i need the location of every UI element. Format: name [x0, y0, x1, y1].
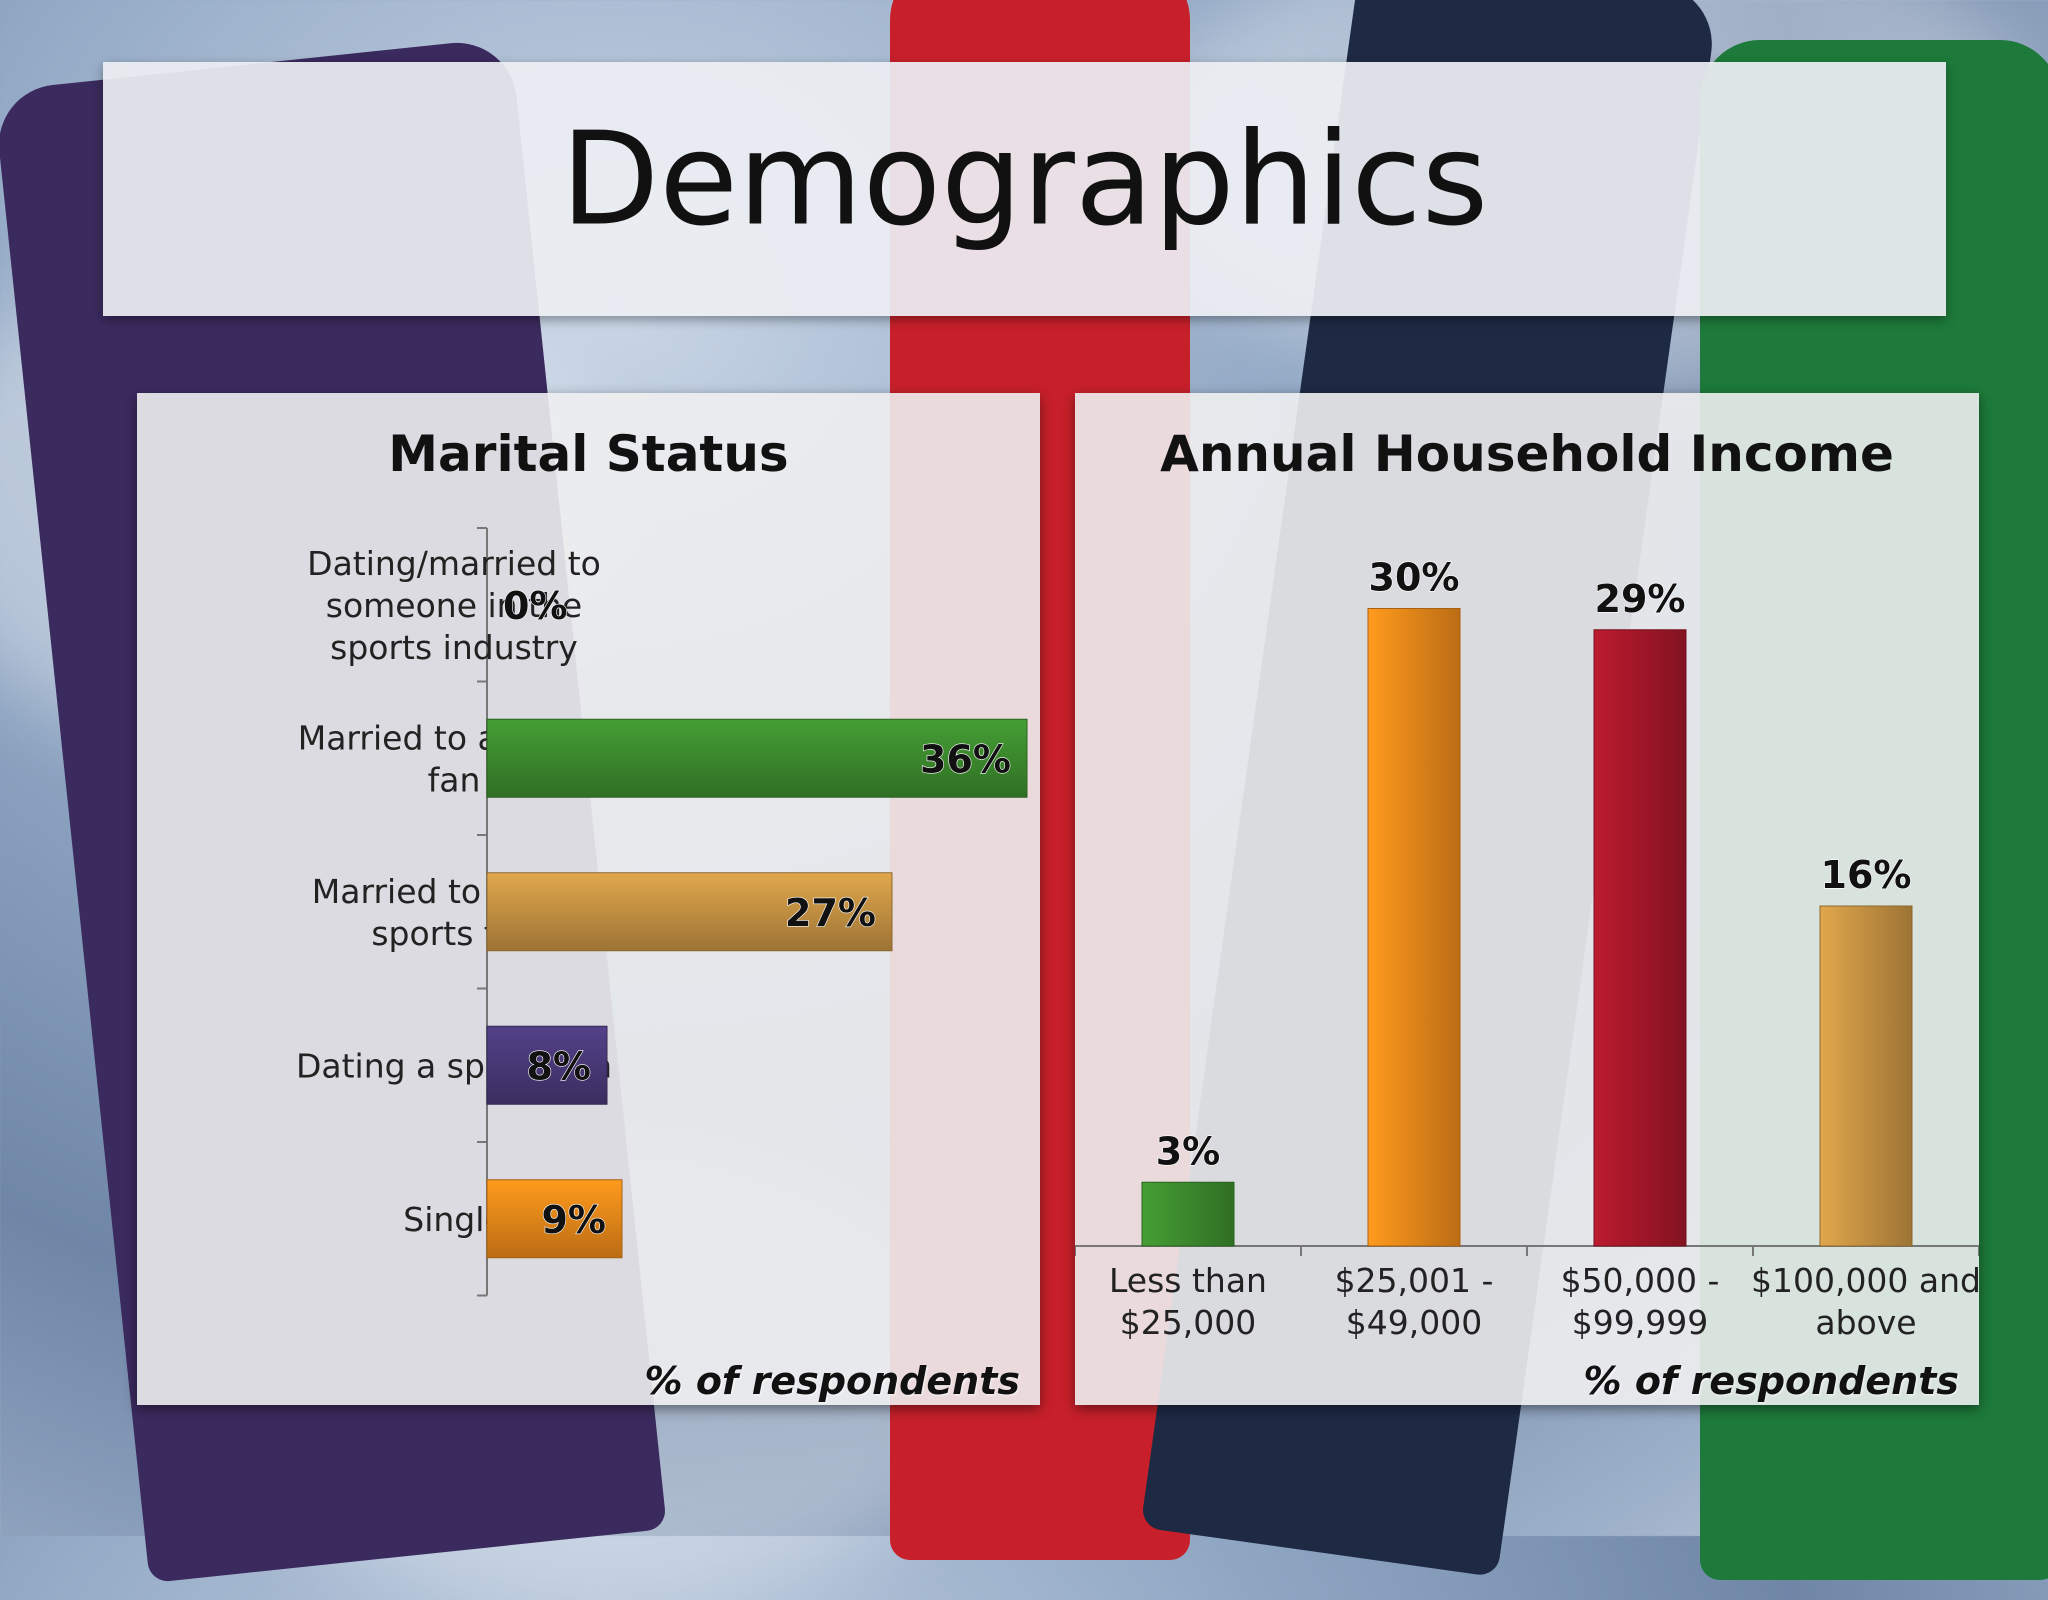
- household-income-chart: 3% Less than $25,000 30% $25,001 -$49,000 29%…: [1075, 555, 1979, 1342]
- bar: [1593, 629, 1687, 1247]
- category-label-line: $25,001 -: [1335, 1261, 1494, 1300]
- data-label: 0%: [503, 584, 568, 628]
- bar: [486, 1179, 623, 1259]
- bar: [1141, 1181, 1235, 1247]
- category-label-line: Dating/married to: [307, 544, 601, 583]
- bar: [486, 718, 1028, 798]
- category-label-line: $49,000: [1346, 1303, 1482, 1342]
- data-label: 30%: [1369, 556, 1460, 600]
- category-label-line: fan: [428, 760, 481, 799]
- category-label-line: $99,999: [1572, 1303, 1708, 1342]
- category-label-line: someone in the: [326, 586, 582, 625]
- data-label: 16%: [1821, 853, 1912, 897]
- data-label: 36%: [920, 737, 1011, 781]
- slide-title: Demographics: [560, 105, 1489, 255]
- data-label: 9%: [541, 1198, 606, 1242]
- bar: [1819, 905, 1913, 1247]
- bar: [486, 1025, 608, 1105]
- category-label-line: $25,000: [1120, 1303, 1256, 1342]
- bar: [486, 872, 893, 952]
- axis-footnote: % of respondents: [644, 1359, 1020, 1403]
- bar: [1367, 608, 1461, 1247]
- chart-title: Marital Status: [388, 425, 789, 483]
- marital-status-chart: Dating/married to someone in the sports in…: [296, 527, 1028, 1297]
- data-label: 27%: [785, 891, 876, 935]
- category-label: Dating/married to someone in the sports in…: [307, 544, 601, 667]
- category-label: $25,001 -$49,000: [1335, 1261, 1494, 1342]
- marital-status-panel: Marital Status Dating/married to someone …: [137, 393, 1040, 1405]
- category-label-line: $50,000 -: [1561, 1261, 1720, 1300]
- category-label-line: above: [1815, 1303, 1916, 1342]
- axis-footnote: % of respondents: [1583, 1359, 1959, 1403]
- data-label: 3%: [1156, 1129, 1221, 1173]
- data-label: 29%: [1595, 577, 1686, 621]
- category-label-line: sports industry: [330, 628, 578, 667]
- category-label: $50,000 -$99,999: [1561, 1261, 1720, 1342]
- category-label-line: $100,000 and: [1751, 1261, 1979, 1300]
- household-income-panel: Annual Household Income 3% Less than $25,0…: [1075, 393, 1979, 1405]
- category-label: Less than $25,000: [1109, 1261, 1267, 1342]
- category-label: $100,000 and above: [1751, 1261, 1979, 1342]
- data-label: 8%: [526, 1044, 591, 1088]
- category-label-line: Less than: [1109, 1261, 1267, 1300]
- chart-title: Annual Household Income: [1160, 425, 1894, 483]
- title-banner: Demographics: [103, 62, 1946, 316]
